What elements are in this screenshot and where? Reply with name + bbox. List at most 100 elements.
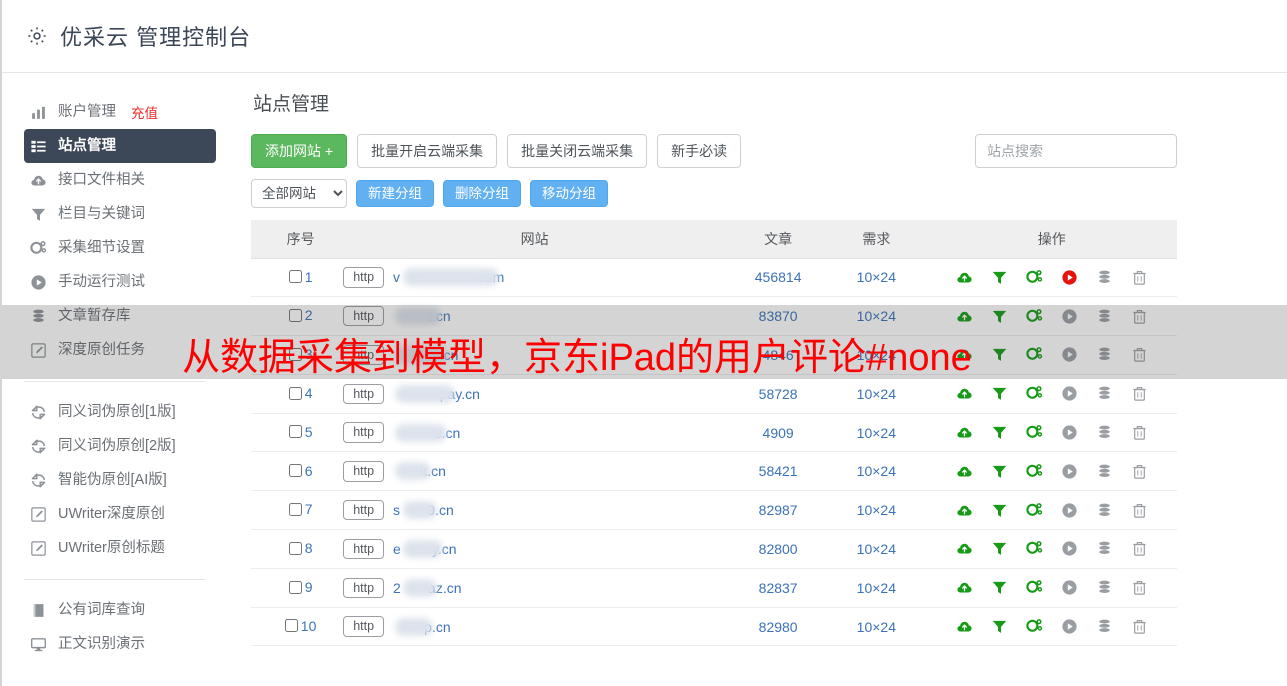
site-domain-link[interactable]: 2 az.cn: [393, 578, 462, 597]
gears-icon[interactable]: [1026, 540, 1043, 557]
site-domain-link[interactable]: k.cn: [393, 462, 446, 481]
batch-open-cloud-collection-button[interactable]: 批量开启云端采集: [357, 134, 498, 168]
cloud-up-icon[interactable]: [956, 424, 973, 441]
cloud-up-icon[interactable]: [956, 269, 973, 286]
table-row[interactable]: 2 http t.cn 83870 10×24: [251, 296, 1177, 337]
funnel-icon[interactable]: [991, 346, 1008, 363]
row-article-count[interactable]: 456814: [730, 258, 827, 298]
sidebar-item-5[interactable]: 手动运行测试: [24, 265, 216, 299]
site-domain-link[interactable]: 's.cn: [393, 423, 461, 442]
site-domain-link[interactable]: e y.cn: [393, 539, 457, 558]
play-icon[interactable]: [1061, 618, 1078, 635]
cloud-up-icon[interactable]: [956, 385, 973, 402]
sidebar-item-0[interactable]: 公有词库查询: [24, 593, 216, 627]
row-select-label[interactable]: 10: [284, 618, 316, 634]
sidebar-item-1[interactable]: 同义词伪原创[2版]: [24, 429, 216, 463]
cloud-up-icon[interactable]: [956, 308, 973, 325]
row-article-count[interactable]: 58728: [730, 374, 827, 414]
play-icon[interactable]: [1061, 346, 1078, 363]
protocol-badge[interactable]: http: [343, 344, 385, 366]
trash-icon[interactable]: [1131, 463, 1148, 480]
sidebar-item-0[interactable]: 账户管理 充值: [24, 95, 216, 129]
sidebar-item-1[interactable]: 正文识别演示: [24, 627, 216, 661]
protocol-badge[interactable]: http: [343, 422, 385, 443]
row-article-count[interactable]: 4909: [730, 413, 827, 453]
cloud-up-icon[interactable]: [956, 618, 973, 635]
row-checkbox[interactable]: [288, 308, 302, 322]
gears-icon[interactable]: [1026, 424, 1043, 441]
trash-icon[interactable]: [1131, 424, 1148, 441]
protocol-badge[interactable]: http: [343, 616, 385, 637]
play-icon[interactable]: [1061, 385, 1078, 402]
row-checkbox[interactable]: [288, 386, 302, 400]
play-icon[interactable]: [1061, 308, 1078, 325]
row-article-count[interactable]: 58421: [730, 451, 827, 492]
sidebar-item-3[interactable]: 栏目与关键词: [24, 197, 216, 231]
row-article-count[interactable]: 82800: [730, 529, 827, 569]
row-article-count[interactable]: 82980: [730, 607, 827, 647]
row-checkbox[interactable]: [288, 464, 302, 478]
site-domain-link[interactable]: pay.cn: [393, 384, 480, 403]
cloud-up-icon[interactable]: [956, 540, 973, 557]
table-row[interactable]: 5 http 's.cn 4909 10×24: [251, 413, 1177, 453]
funnel-icon[interactable]: [991, 308, 1008, 325]
play-icon[interactable]: [1061, 424, 1078, 441]
gears-icon[interactable]: [1026, 618, 1043, 635]
trash-icon[interactable]: [1131, 618, 1148, 635]
row-checkbox[interactable]: [288, 425, 302, 439]
gears-icon[interactable]: [1026, 579, 1043, 596]
row-article-count[interactable]: 83870: [730, 296, 827, 337]
funnel-icon[interactable]: [991, 463, 1008, 480]
cloud-up-icon[interactable]: [956, 502, 973, 519]
site-domain-link[interactable]: n.cn: [393, 345, 459, 364]
trash-icon[interactable]: [1131, 308, 1148, 325]
protocol-badge[interactable]: http: [343, 267, 385, 288]
table-row[interactable]: 3 http n.cn 4846 10×24: [251, 335, 1177, 375]
sidebar-item-4[interactable]: UWriter原创标题: [24, 531, 216, 565]
row-checkbox[interactable]: [288, 580, 302, 594]
funnel-icon[interactable]: [991, 424, 1008, 441]
cloud-up-icon[interactable]: [956, 579, 973, 596]
protocol-badge[interactable]: http: [343, 538, 385, 560]
database-icon[interactable]: [1096, 540, 1113, 557]
play-icon[interactable]: [1061, 269, 1078, 286]
row-checkbox[interactable]: [284, 619, 298, 633]
sidebar-item-badge[interactable]: 充值: [131, 106, 158, 121]
funnel-icon[interactable]: [991, 618, 1008, 635]
gears-icon[interactable]: [1026, 463, 1043, 480]
protocol-badge[interactable]: http: [343, 461, 385, 482]
play-icon[interactable]: [1061, 502, 1078, 519]
trash-icon[interactable]: [1131, 385, 1148, 402]
database-icon[interactable]: [1096, 463, 1113, 480]
database-icon[interactable]: [1096, 385, 1113, 402]
database-icon[interactable]: [1096, 424, 1113, 441]
database-icon[interactable]: [1096, 346, 1113, 363]
funnel-icon[interactable]: [991, 502, 1008, 519]
trash-icon[interactable]: [1131, 269, 1148, 286]
row-select-label[interactable]: 1: [288, 269, 312, 285]
sidebar-item-6[interactable]: 文章暂存库: [24, 299, 216, 333]
table-row[interactable]: 4 http pay.cn 58728 10×24: [251, 374, 1177, 414]
table-row[interactable]: 10 http p.cn 82980 10×24: [251, 607, 1177, 647]
row-article-count[interactable]: 82837: [730, 568, 827, 608]
database-icon[interactable]: [1096, 618, 1113, 635]
trash-icon[interactable]: [1131, 540, 1148, 557]
row-select-label[interactable]: 6: [288, 463, 312, 479]
site-domain-link[interactable]: v .com: [393, 268, 505, 287]
site-domain-link[interactable]: p.cn: [393, 617, 451, 636]
play-icon[interactable]: [1061, 579, 1078, 596]
row-checkbox[interactable]: [288, 502, 302, 516]
cloud-up-icon[interactable]: [956, 463, 973, 480]
cloud-up-icon[interactable]: [956, 346, 973, 363]
sidebar-item-1[interactable]: 站点管理: [24, 129, 216, 163]
row-select-label[interactable]: 4: [288, 385, 312, 401]
trash-icon[interactable]: [1131, 502, 1148, 519]
trash-icon[interactable]: [1131, 579, 1148, 596]
sidebar-item-7[interactable]: 深度原创任务: [24, 333, 216, 367]
gears-icon[interactable]: [1026, 385, 1043, 402]
row-select-label[interactable]: 5: [288, 424, 312, 440]
play-icon[interactable]: [1061, 463, 1078, 480]
newbie-guide-button[interactable]: 新手必读: [657, 134, 742, 168]
new-group-button[interactable]: 新建分组: [356, 180, 434, 207]
delete-group-button[interactable]: 删除分组: [443, 180, 521, 207]
